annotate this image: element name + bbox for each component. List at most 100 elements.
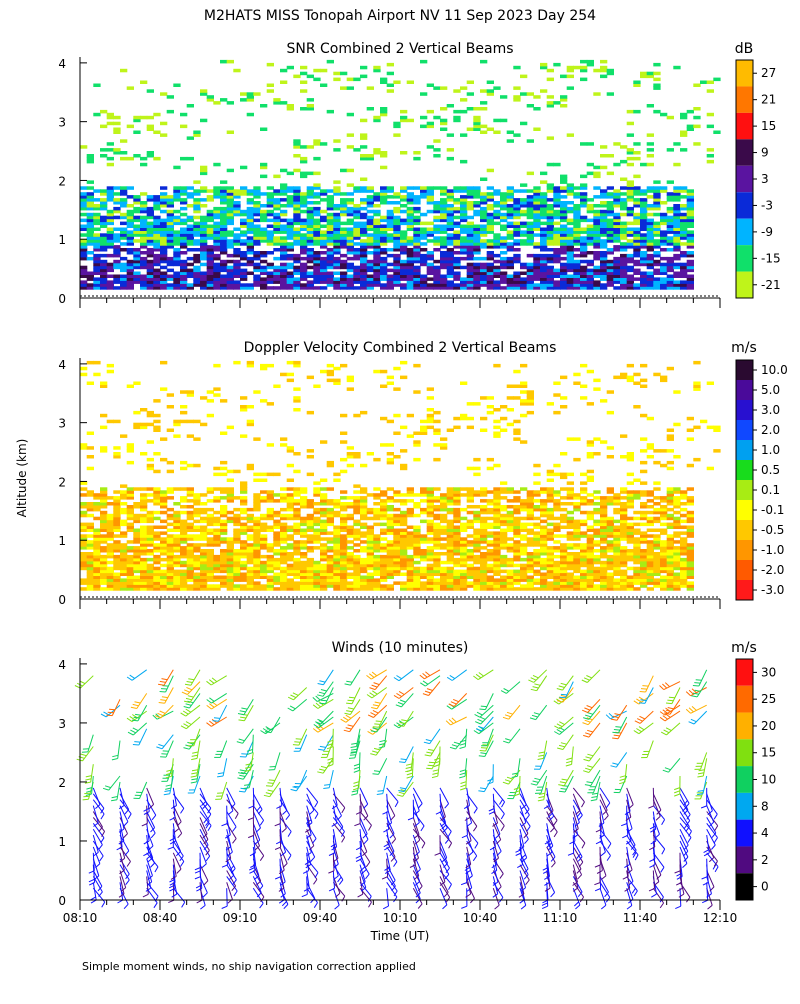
- snr-cell: [200, 272, 207, 276]
- snr-cell: [327, 280, 334, 284]
- snr-cell: [220, 98, 227, 102]
- snr-cell: [293, 277, 300, 281]
- snr-cell: [327, 257, 334, 261]
- doppler-cell: [93, 543, 100, 547]
- snr-cell: [620, 160, 627, 164]
- doppler-cell: [200, 526, 207, 530]
- snr-cell: [680, 242, 687, 246]
- doppler-cell: [540, 499, 547, 503]
- doppler-cell: [340, 581, 347, 585]
- snr-cell: [180, 222, 187, 226]
- snr-cell: [653, 63, 660, 67]
- snr-cell: [680, 213, 687, 217]
- snr-cell: [487, 198, 494, 202]
- doppler-cell: [267, 499, 274, 503]
- snr-cell: [300, 145, 307, 149]
- doppler-cell: [493, 558, 500, 562]
- snr-cell: [333, 272, 340, 276]
- doppler-cell: [360, 540, 367, 544]
- snr-cell: [360, 222, 367, 226]
- snr-cell: [613, 142, 620, 146]
- snr-cell: [253, 228, 260, 232]
- snr-cell: [633, 81, 640, 85]
- snr-cell: [567, 75, 574, 79]
- snr-cell: [293, 145, 300, 149]
- doppler-cell: [473, 567, 480, 571]
- snr-cell: [133, 280, 140, 284]
- snr-cell: [673, 236, 680, 240]
- doppler-cell: [513, 529, 520, 533]
- snr-cell: [180, 157, 187, 161]
- doppler-cell: [367, 517, 374, 521]
- snr-cell: [340, 266, 347, 270]
- snr-cell: [420, 213, 427, 217]
- snr-cell: [360, 275, 367, 279]
- snr-cell: [647, 148, 654, 152]
- doppler-cell: [193, 543, 200, 547]
- snr-cell: [407, 213, 414, 217]
- doppler-cell: [347, 505, 354, 509]
- doppler-cell: [480, 529, 487, 533]
- snr-cell: [553, 213, 560, 217]
- doppler-cell: [113, 581, 120, 585]
- snr-cell: [193, 275, 200, 279]
- doppler-cell: [340, 490, 347, 494]
- doppler-cell: [313, 502, 320, 506]
- snr-cell: [687, 236, 694, 240]
- doppler-cell: [433, 487, 440, 491]
- doppler-cell: [333, 552, 340, 556]
- snr-cell: [627, 207, 634, 211]
- doppler-cell: [80, 505, 87, 509]
- snr-cell: [440, 275, 447, 279]
- doppler-cell: [280, 581, 287, 585]
- doppler-cell: [453, 576, 460, 580]
- snr-cell: [307, 145, 314, 149]
- doppler-cell: [233, 552, 240, 556]
- doppler-cell: [547, 537, 554, 541]
- snr-cell: [260, 128, 267, 132]
- doppler-cell: [173, 502, 180, 506]
- snr-cell: [407, 186, 414, 190]
- snr-cell: [607, 236, 614, 240]
- snr-colorbar-swatch: [736, 60, 753, 86]
- doppler-cell: [180, 529, 187, 533]
- snr-cell: [240, 222, 247, 226]
- snr-cell: [367, 251, 374, 255]
- snr-cell: [293, 280, 300, 284]
- snr-cell: [560, 225, 567, 229]
- snr-cell: [527, 228, 534, 232]
- snr-cell: [367, 204, 374, 208]
- doppler-cell: [480, 523, 487, 527]
- snr-cell: [547, 222, 554, 226]
- doppler-cell: [113, 523, 120, 527]
- doppler-cell: [140, 487, 147, 491]
- snr-cell: [400, 283, 407, 287]
- snr-cell: [707, 125, 714, 129]
- doppler-cell: [507, 514, 514, 518]
- doppler-cell: [313, 487, 320, 491]
- snr-cell: [213, 213, 220, 217]
- snr-cell: [627, 183, 634, 187]
- snr-cell: [347, 257, 354, 261]
- snr-cell: [447, 275, 454, 279]
- snr-cell: [300, 175, 307, 179]
- doppler-cell: [127, 546, 134, 550]
- snr-cell: [180, 236, 187, 240]
- snr-cell: [420, 275, 427, 279]
- snr-cell: [360, 66, 367, 70]
- snr-cell: [87, 257, 94, 261]
- doppler-cell: [120, 502, 127, 506]
- doppler-cell: [327, 508, 334, 512]
- snr-cell: [433, 216, 440, 220]
- snr-cell: [380, 186, 387, 190]
- doppler-cell: [293, 529, 300, 533]
- doppler-cell: [280, 558, 287, 562]
- snr-cell: [613, 228, 620, 232]
- snr-cell: [487, 263, 494, 267]
- doppler-cell: [127, 505, 134, 509]
- snr-cell: [680, 280, 687, 284]
- snr-cell: [567, 189, 574, 193]
- snr-cell: [593, 204, 600, 208]
- snr-cell: [107, 122, 114, 126]
- snr-cell: [160, 275, 167, 279]
